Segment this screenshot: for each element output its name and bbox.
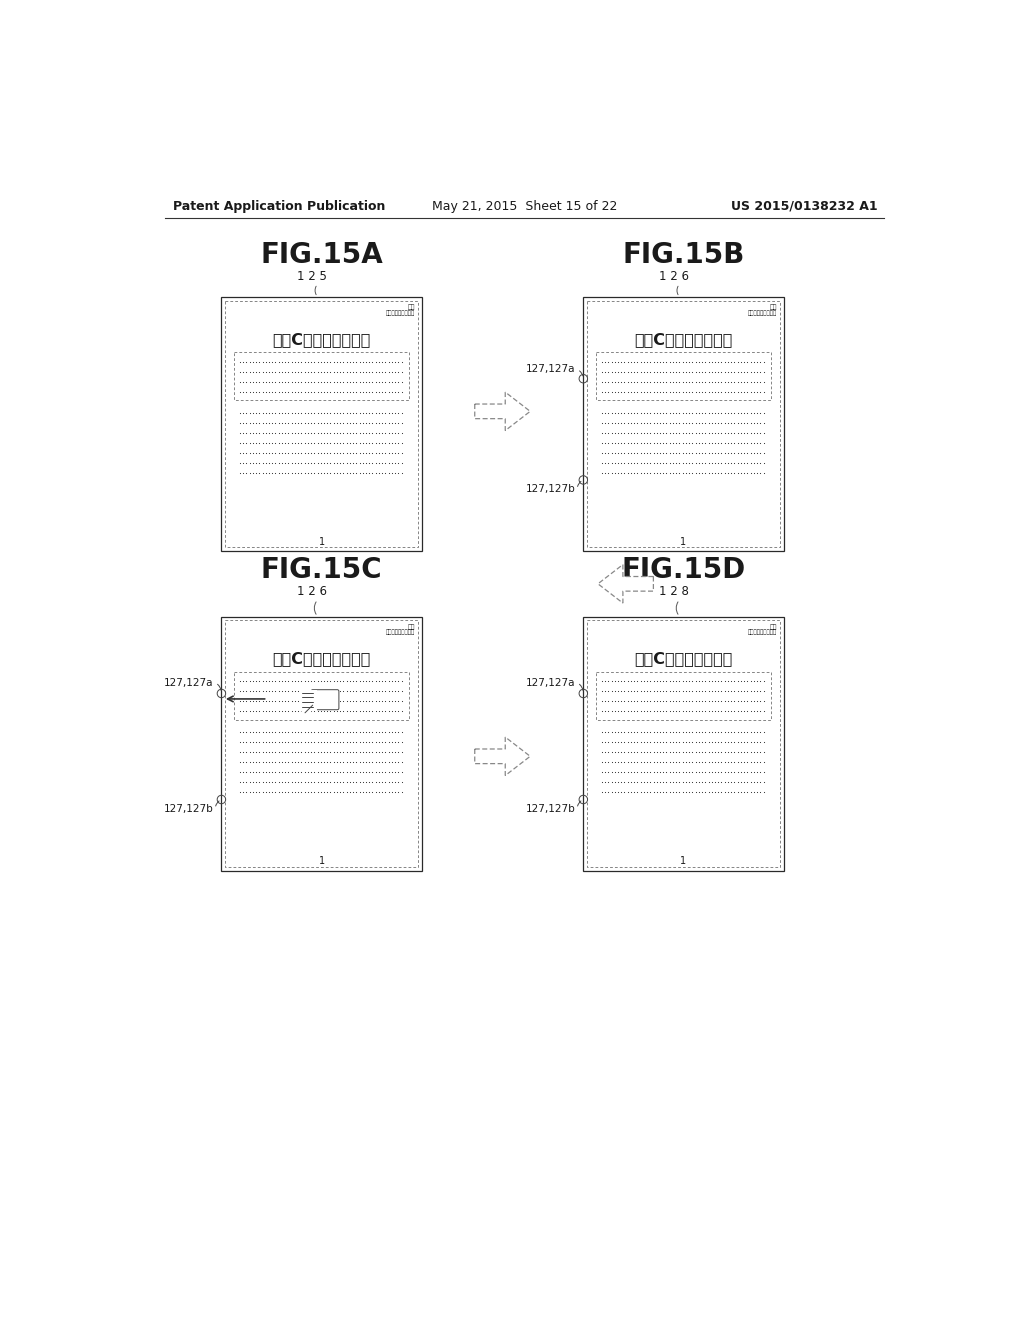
Bar bbox=[233, 352, 410, 400]
Text: 127,127b: 127,127b bbox=[164, 804, 214, 813]
Text: 127,127b: 127,127b bbox=[526, 484, 575, 494]
Text: FIG.15D: FIG.15D bbox=[622, 556, 745, 585]
Bar bbox=[596, 672, 771, 719]
Text: 127,127b: 127,127b bbox=[526, 804, 575, 813]
Text: 宛宛: 宛宛 bbox=[408, 305, 416, 310]
Text: FIG.15B: FIG.15B bbox=[623, 240, 744, 269]
Text: システム制御開発部: システム制御開発部 bbox=[386, 630, 416, 635]
Text: US 2015/0138232 A1: US 2015/0138232 A1 bbox=[731, 199, 878, 213]
FancyBboxPatch shape bbox=[311, 689, 339, 710]
Text: 1: 1 bbox=[680, 537, 686, 546]
Text: 127,127a: 127,127a bbox=[526, 677, 575, 688]
Text: 宛宛: 宛宛 bbox=[770, 305, 777, 310]
Bar bbox=[587, 301, 779, 548]
Text: 開発C１次検討報告書: 開発C１次検討報告書 bbox=[272, 331, 371, 347]
Text: システム制御開発部: システム制御開発部 bbox=[749, 310, 777, 315]
Text: 開発C１次検討報告書: 開発C１次検討報告書 bbox=[634, 651, 732, 667]
Text: 開発C１次検討報告書: 開発C１次検討報告書 bbox=[634, 331, 732, 347]
Text: 1 2 6: 1 2 6 bbox=[659, 269, 689, 282]
Text: 1 2 6: 1 2 6 bbox=[297, 585, 328, 598]
Text: システム制御開発部: システム制御開発部 bbox=[749, 630, 777, 635]
Text: 開発C１次検討報告書: 開発C１次検討報告書 bbox=[272, 651, 371, 667]
Text: 127,127a: 127,127a bbox=[164, 677, 214, 688]
Text: 1: 1 bbox=[318, 857, 325, 866]
Bar bbox=[587, 620, 779, 867]
Text: FIG.15A: FIG.15A bbox=[260, 240, 383, 269]
Text: 1: 1 bbox=[318, 537, 325, 546]
Polygon shape bbox=[475, 737, 530, 776]
Bar bbox=[596, 352, 771, 400]
Text: FIG.15C: FIG.15C bbox=[261, 556, 382, 585]
Bar bbox=[584, 616, 783, 871]
Bar bbox=[584, 297, 783, 552]
Text: 1 2 5: 1 2 5 bbox=[297, 269, 328, 282]
Polygon shape bbox=[475, 392, 530, 430]
Bar bbox=[225, 620, 418, 867]
Polygon shape bbox=[598, 565, 653, 603]
Bar bbox=[233, 672, 410, 719]
Text: 宛宛: 宛宛 bbox=[770, 624, 777, 630]
Text: May 21, 2015  Sheet 15 of 22: May 21, 2015 Sheet 15 of 22 bbox=[432, 199, 617, 213]
Text: 1: 1 bbox=[680, 857, 686, 866]
Text: Patent Application Publication: Patent Application Publication bbox=[173, 199, 385, 213]
Bar bbox=[221, 297, 422, 552]
Bar bbox=[221, 616, 422, 871]
Text: 1 2 8: 1 2 8 bbox=[659, 585, 689, 598]
Text: 127,127a: 127,127a bbox=[526, 364, 575, 375]
Bar bbox=[225, 301, 418, 548]
Text: システム制御開発部: システム制御開発部 bbox=[386, 310, 416, 315]
Text: 宛宛: 宛宛 bbox=[408, 624, 416, 630]
